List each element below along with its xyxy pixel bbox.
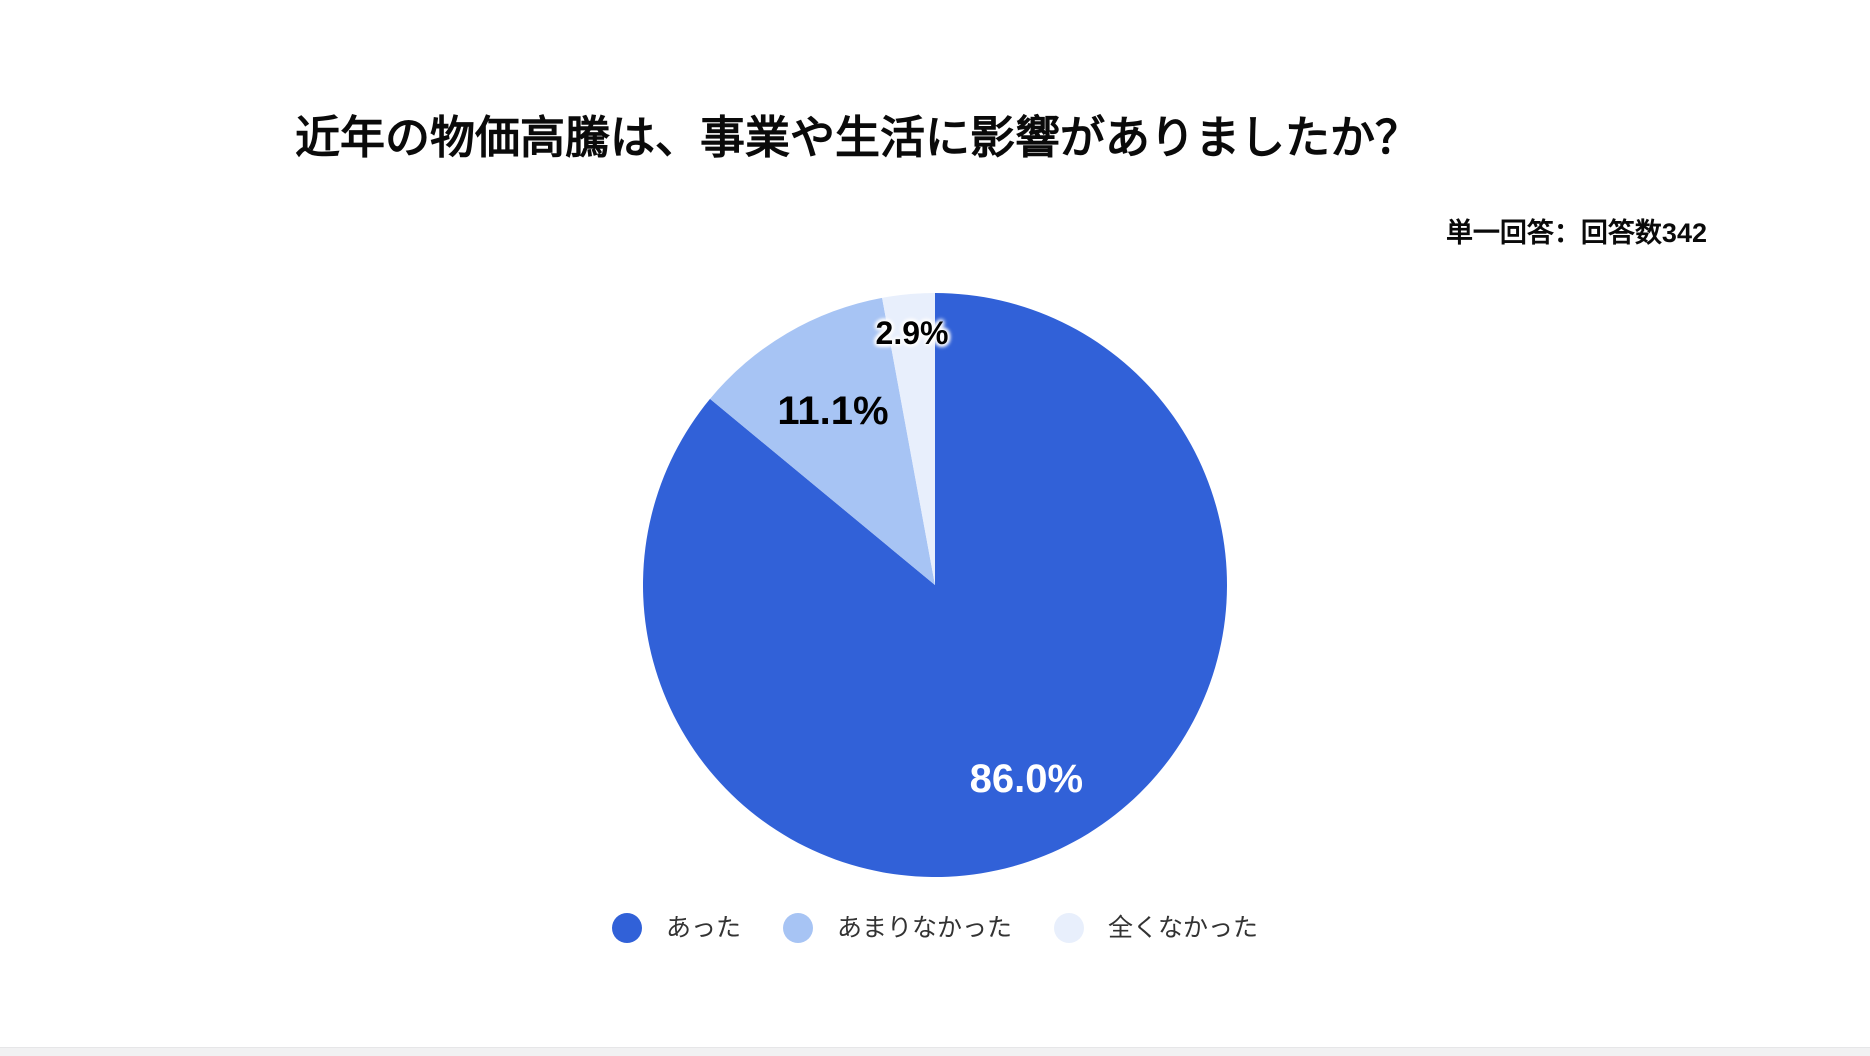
legend-label-mattaku-nakatta: 全くなかった <box>1108 913 1259 942</box>
pie-slice-2 <box>882 293 935 585</box>
slice-label-atta: 86.0% <box>969 757 1084 802</box>
legend-color-dot-icon <box>611 913 642 943</box>
pie-slice-1 <box>710 297 935 585</box>
legend-item-amari-nakatta: あまりなかった <box>782 913 1012 943</box>
chart-title: 近年の物価高騰は、事業や生活に影響がありましたか？ <box>295 112 1421 163</box>
legend-color-dot-icon <box>1054 913 1084 943</box>
window-bottom-edge <box>0 1047 1870 1056</box>
pie-chart-svg <box>643 293 1227 877</box>
legend-item-mattaku-nakatta: 全くなかった <box>1054 913 1258 943</box>
pie-slice-0 <box>643 293 1227 877</box>
response-count-note: 単一回答：回答数342 <box>1445 218 1707 248</box>
chart-legend: あった あまりなかった 全くなかった <box>0 905 1870 951</box>
slice-label-mattaku-nakatta: 2.9% <box>875 315 949 352</box>
legend-label-atta: あった <box>665 913 741 942</box>
legend-color-dot-icon <box>782 913 813 943</box>
pie-chart: 86.0% 11.1% 2.9% <box>643 293 1227 877</box>
legend-label-amari-nakatta: あまりなかった <box>836 913 1012 942</box>
slice-label-amari-nakatta: 11.1% <box>777 389 889 434</box>
legend-item-atta: あった <box>611 913 741 943</box>
